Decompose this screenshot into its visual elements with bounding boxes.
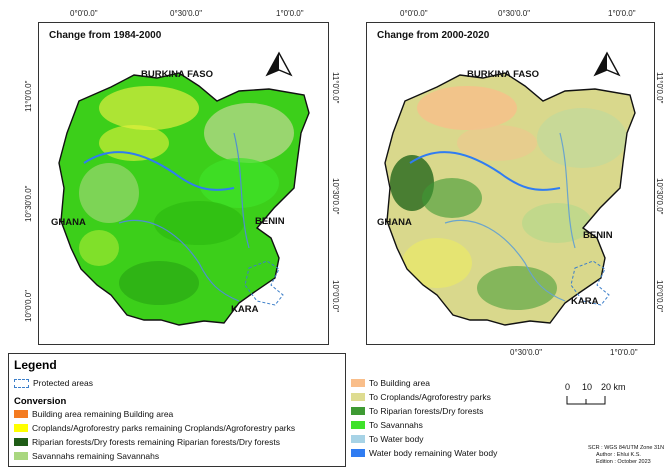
legend-title: Legend — [14, 358, 57, 372]
legend-item: To Savannahs — [351, 420, 423, 430]
protected-area-outline — [244, 260, 284, 306]
label-ghana: GHANA — [377, 217, 412, 228]
credit-author: Author : Ehlui K.S. — [596, 452, 641, 458]
scale-label: 20 km — [601, 382, 626, 392]
legend-swatch — [351, 393, 365, 401]
legend-swatch — [14, 410, 28, 418]
legend-label: To Savannahs — [369, 420, 423, 430]
right-tick: 11°0'0.0" — [331, 72, 340, 104]
region-shape — [384, 72, 636, 326]
legend-label: To Building area — [369, 378, 430, 388]
protected-area-outline — [570, 260, 610, 306]
map-canvas — [384, 51, 636, 326]
legend-swatch — [14, 452, 28, 460]
legend-swatch — [351, 407, 365, 415]
legend-item: To Riparian forests/Dry forests — [351, 406, 483, 416]
scale-bar-graphic — [566, 396, 606, 405]
credit-crs: SCR : WGS 84/UTM Zone 31N — [588, 445, 665, 451]
legend-swatch — [351, 449, 365, 457]
scale-label: 0 — [565, 382, 571, 392]
right-tick: 10°0'0.0" — [655, 280, 664, 313]
legend-subtitle: Conversion — [14, 396, 67, 407]
legend-label: Croplands/Agroforestry parks remaining C… — [32, 423, 296, 433]
legend-label: To Water body — [369, 434, 424, 444]
protected-area-swatch — [14, 378, 29, 388]
legend-swatch — [351, 435, 365, 443]
legend-label: Riparian forests/Dry forests remaining R… — [32, 437, 280, 447]
legend-label: To Riparian forests/Dry forests — [369, 406, 484, 416]
top-tick: 0°30'0.0" — [498, 9, 531, 18]
legend-swatch — [14, 438, 28, 446]
right-tick: 10°30'0.0" — [655, 178, 664, 215]
legend-item: Croplands/Agroforestry parks remaining C… — [14, 423, 295, 433]
legend-item: Water body remaining Water body — [351, 448, 497, 458]
legend-swatch — [351, 379, 365, 387]
right-tick: 10°0'0.0" — [331, 280, 340, 313]
legend-item: To Building area — [351, 378, 430, 388]
bottom-tick: 0°30'0.0" — [510, 348, 543, 357]
legend-label: Protected areas — [33, 378, 94, 388]
scale-label: 10 — [582, 382, 593, 392]
top-tick: 0°30'0.0" — [170, 9, 203, 18]
legend-item: Riparian forests/Dry forests remaining R… — [14, 437, 280, 447]
left-tick: 11°0'0.0" — [24, 80, 33, 112]
map-title: Change from 2000-2020 — [377, 30, 490, 41]
map-panel-2000-2020: Change from 2000-2020 BURKINA FASO GHANA… — [366, 22, 655, 345]
right-tick: 10°30'0.0" — [331, 178, 340, 215]
top-tick: 0°0'0.0" — [70, 9, 98, 18]
legend-swatch — [14, 424, 28, 432]
right-tick: 11°0'0.0" — [655, 72, 664, 104]
credit-edition: Edition : October 2023 — [596, 459, 651, 465]
top-tick: 0°0'0.0" — [400, 9, 428, 18]
legend-label: Building area remaining Building area — [32, 409, 174, 419]
north-arrow-icon — [265, 51, 293, 77]
region-shape — [58, 72, 310, 326]
legend-item-protected: Protected areas — [14, 378, 93, 388]
top-tick: 1°0'0.0" — [276, 9, 304, 18]
legend-item: To Water body — [351, 434, 424, 444]
legend-label: Savannahs remaining Savannahs — [32, 451, 160, 461]
legend-swatch — [351, 421, 365, 429]
map-title: Change from 1984-2000 — [49, 30, 162, 41]
legend-panel: Legend Protected areas Conversion Buildi… — [8, 353, 497, 467]
left-tick: 10°30'0.0" — [24, 185, 33, 222]
north-arrow-icon — [593, 51, 621, 77]
label-burkina-faso: BURKINA FASO — [141, 69, 213, 80]
map-canvas — [58, 51, 310, 326]
legend-label: Water body remaining Water body — [369, 448, 498, 458]
label-burkina-faso: BURKINA FASO — [467, 69, 539, 80]
map-panel-1984-2000: Change from 1984-2000 BURKINA FASO GHANA… — [38, 22, 329, 345]
legend-item: Savannahs remaining Savannahs — [14, 451, 159, 461]
label-kara: KARA — [231, 304, 259, 315]
label-ghana: GHANA — [51, 217, 86, 228]
legend-item: To Croplands/Agroforestry parks — [351, 392, 491, 402]
label-benin: BENIN — [583, 230, 613, 241]
legend-label: To Croplands/Agroforestry parks — [369, 392, 491, 402]
legend-item: Building area remaining Building area — [14, 409, 173, 419]
label-kara: KARA — [571, 296, 599, 307]
left-tick: 10°0'0.0" — [24, 289, 33, 322]
label-benin: BENIN — [255, 216, 285, 227]
top-tick: 1°0'0.0" — [608, 9, 636, 18]
bottom-tick: 1°0'0.0" — [610, 348, 638, 357]
